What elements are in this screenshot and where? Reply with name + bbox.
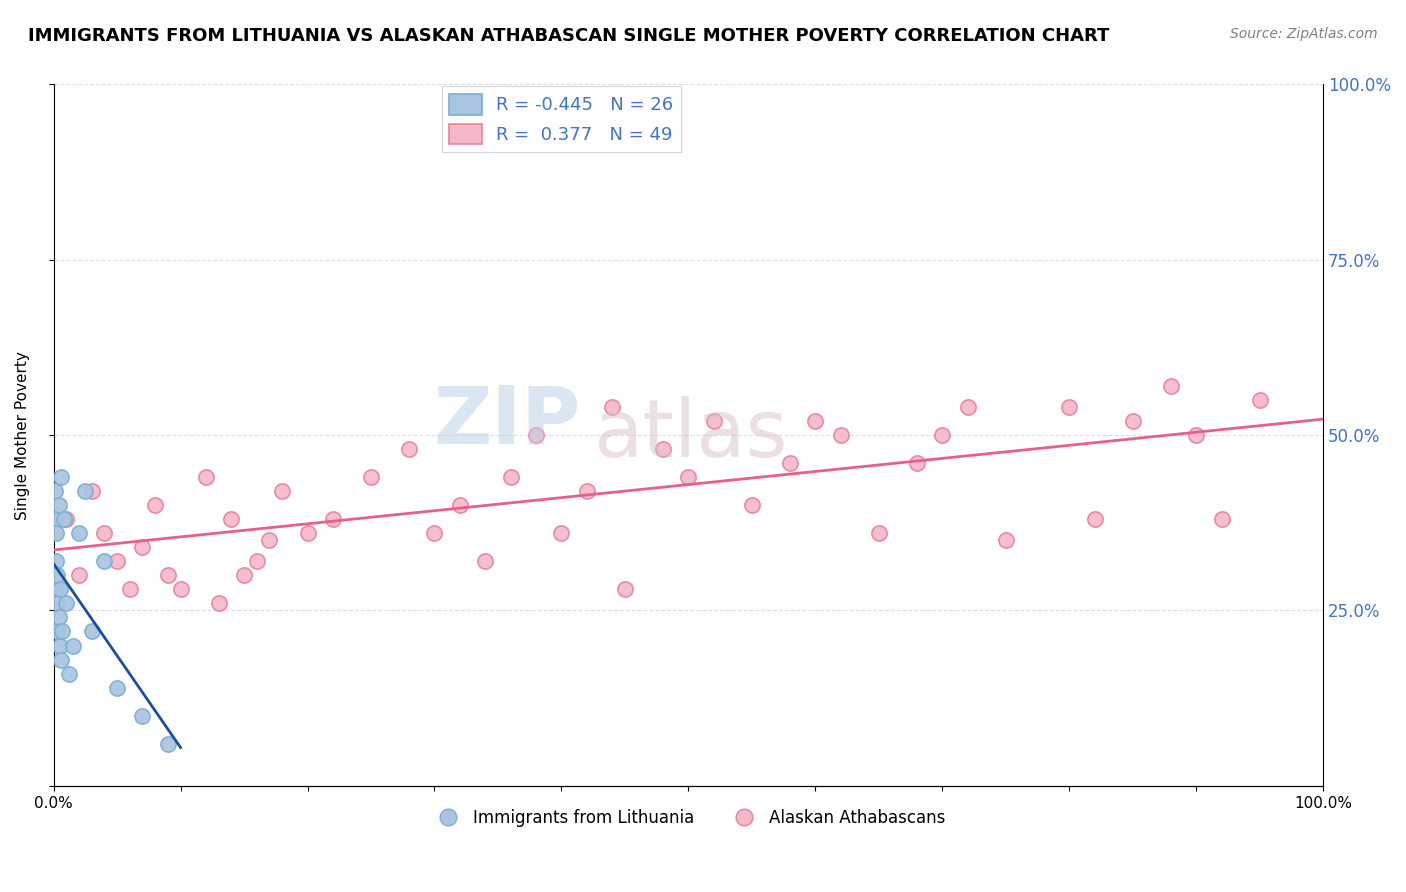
Point [271, 484, 294, 499]
Point [449, 498, 471, 512]
Point [51, 624, 73, 639]
Point [75, 484, 97, 499]
Point [398, 442, 420, 457]
Point [804, 414, 827, 428]
Point [131, 541, 153, 555]
Point [474, 554, 496, 568]
Point [52, 512, 75, 526]
Point [779, 456, 801, 470]
Point [652, 442, 675, 457]
Point [1211, 512, 1233, 526]
Text: atlas: atlas [593, 396, 787, 475]
Point [1057, 400, 1080, 414]
Point [1249, 392, 1271, 407]
Point [67, 568, 90, 582]
Point [499, 470, 522, 484]
Point [105, 681, 128, 695]
Point [575, 484, 598, 499]
Point [741, 498, 763, 512]
Text: ZIP: ZIP [433, 382, 581, 460]
Point [156, 568, 179, 582]
Point [46, 624, 69, 639]
Point [956, 400, 979, 414]
Point [678, 470, 700, 484]
Point [45, 582, 67, 597]
Point [868, 526, 890, 541]
Point [221, 512, 243, 526]
Point [931, 428, 953, 442]
Point [80, 484, 103, 499]
Point [55, 512, 77, 526]
Point [524, 428, 547, 442]
Point [1084, 512, 1107, 526]
Point [67, 526, 90, 541]
Point [423, 526, 446, 541]
Point [360, 470, 382, 484]
Point [194, 470, 217, 484]
Point [44, 512, 66, 526]
Point [169, 582, 191, 597]
Point [62, 639, 84, 653]
Point [46, 596, 69, 610]
Point [550, 526, 572, 541]
Point [105, 554, 128, 568]
Point [49, 582, 72, 597]
Text: Source: ZipAtlas.com: Source: ZipAtlas.com [1230, 27, 1378, 41]
Point [259, 533, 281, 548]
Point [55, 596, 77, 610]
Point [600, 400, 623, 414]
Point [118, 582, 141, 597]
Point [143, 498, 166, 512]
Point [93, 526, 115, 541]
Point [1185, 428, 1208, 442]
Point [45, 526, 67, 541]
Y-axis label: Single Mother Poverty: Single Mother Poverty [15, 351, 30, 519]
Point [613, 582, 636, 597]
Point [93, 554, 115, 568]
Point [905, 456, 928, 470]
Point [46, 568, 69, 582]
Point [45, 554, 67, 568]
Point [44, 484, 66, 499]
Point [322, 512, 344, 526]
Point [246, 554, 269, 568]
Point [994, 533, 1017, 548]
Point [830, 428, 852, 442]
Point [208, 596, 231, 610]
Point [48, 610, 70, 624]
Point [297, 526, 319, 541]
Point [49, 639, 72, 653]
Point [1122, 414, 1144, 428]
Point [233, 568, 256, 582]
Point [51, 470, 73, 484]
Point [51, 652, 73, 666]
Point [703, 414, 725, 428]
Point [80, 624, 103, 639]
Point [48, 498, 70, 512]
Text: IMMIGRANTS FROM LITHUANIA VS ALASKAN ATHABASCAN SINGLE MOTHER POVERTY CORRELATIO: IMMIGRANTS FROM LITHUANIA VS ALASKAN ATH… [28, 27, 1109, 45]
Point [1160, 379, 1182, 393]
Legend: Immigrants from Lithuania, Alaskan Athabascans: Immigrants from Lithuania, Alaskan Athab… [425, 802, 952, 833]
Point [58, 666, 80, 681]
Point [156, 737, 179, 751]
Point [131, 708, 153, 723]
